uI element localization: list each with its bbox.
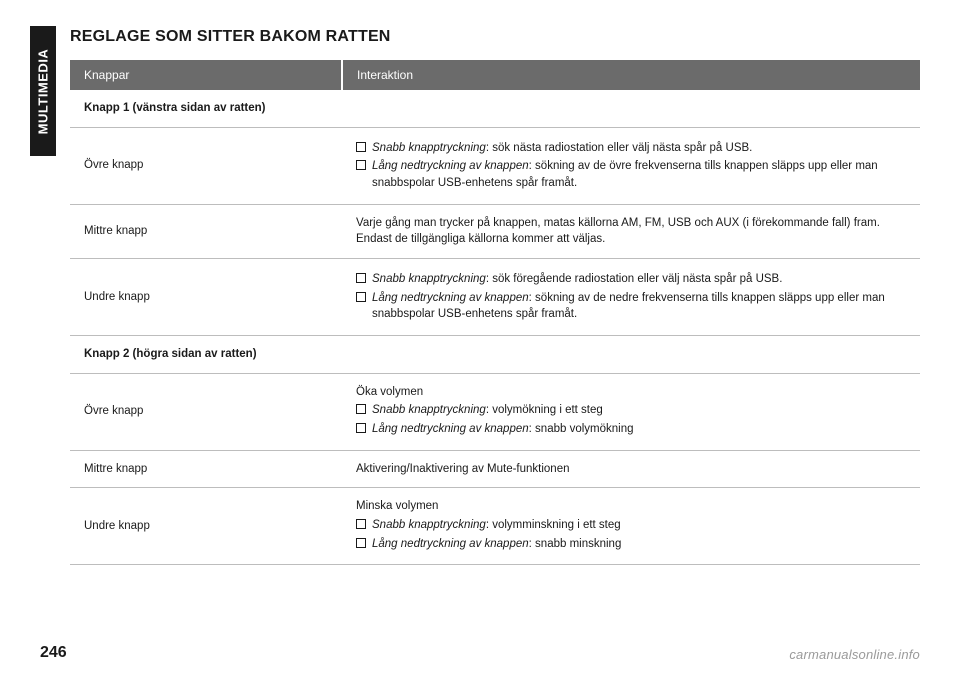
bullet-text: Lång nedtryckning av knappen: snabb mins… <box>372 536 621 553</box>
bullet-line: Lång nedtryckning av knappen: snabb mins… <box>356 536 906 553</box>
interaction-cell: Snabb knapptryckning: sök föregående rad… <box>342 259 920 336</box>
button-name: Mittre knapp <box>70 204 342 258</box>
bullet-line: Snabb knapptryckning: sök nästa radiosta… <box>356 140 906 157</box>
bullet-line: Snabb knapptryckning: sök föregående rad… <box>356 271 906 288</box>
source-site: carmanualsonline.info <box>789 647 920 662</box>
bullet-line: Lång nedtryckning av knappen: sökning av… <box>356 158 906 191</box>
bullet-text: Snabb knapptryckning: sök nästa radiosta… <box>372 140 752 157</box>
interaction-cell: Aktivering/Inaktivering av Mute-funktion… <box>342 450 920 488</box>
bullet-line: Lång nedtryckning av knappen: sökning av… <box>356 290 906 323</box>
square-bullet-icon <box>356 160 366 170</box>
button-name: Undre knapp <box>70 259 342 336</box>
bullet-text: Lång nedtryckning av knappen: sökning av… <box>372 158 906 191</box>
interaction-cell: Snabb knapptryckning: sök nästa radiosta… <box>342 127 920 204</box>
bullet-line: Snabb knapptryckning: volymökning i ett … <box>356 402 906 419</box>
square-bullet-icon <box>356 423 366 433</box>
button-name: Mittre knapp <box>70 450 342 488</box>
header-knappar: Knappar <box>70 60 342 90</box>
table-header-row: Knappar Interaktion <box>70 60 920 90</box>
group-label: Knapp 1 (vänstra sidan av ratten) <box>70 90 920 127</box>
button-name: Undre knapp <box>70 488 342 565</box>
intro-text: Öka volymen <box>356 384 906 401</box>
intro-text: Minska volymen <box>356 498 906 515</box>
square-bullet-icon <box>356 292 366 302</box>
square-bullet-icon <box>356 273 366 283</box>
bullet-text: Snabb knapptryckning: volymminskning i e… <box>372 517 621 534</box>
table-row: Mittre knappVarje gång man trycker på kn… <box>70 204 920 258</box>
bullet-line: Snabb knapptryckning: volymminskning i e… <box>356 517 906 534</box>
page-content: REGLAGE SOM SITTER BAKOM RATTEN Knappar … <box>0 0 960 678</box>
page-number: 246 <box>40 644 67 662</box>
button-name: Övre knapp <box>70 127 342 204</box>
bullet-text: Snabb knapptryckning: volymökning i ett … <box>372 402 603 419</box>
bullet-text: Lång nedtryckning av knappen: sökning av… <box>372 290 906 323</box>
group-label: Knapp 2 (högra sidan av ratten) <box>70 336 920 374</box>
group-header: Knapp 1 (vänstra sidan av ratten) <box>70 90 920 127</box>
bullet-text: Snabb knapptryckning: sök föregående rad… <box>372 271 782 288</box>
interaction-cell: Minska volymen Snabb knapptryckning: voly… <box>342 488 920 565</box>
table-row: Undre knapp Minska volymen Snabb knapptryc… <box>70 488 920 565</box>
interaction-cell: Öka volymenSnabb knapptryckning: volymök… <box>342 373 920 450</box>
button-name: Övre knapp <box>70 373 342 450</box>
square-bullet-icon <box>356 519 366 529</box>
header-interaktion: Interaktion <box>342 60 920 90</box>
controls-table: Knappar Interaktion Knapp 1 (vänstra sid… <box>70 60 920 565</box>
square-bullet-icon <box>356 404 366 414</box>
bullet-text: Lång nedtryckning av knappen: snabb voly… <box>372 421 634 438</box>
interaction-cell: Varje gång man trycker på knappen, matas… <box>342 204 920 258</box>
bullet-line: Lång nedtryckning av knappen: snabb voly… <box>356 421 906 438</box>
page-footer: 246 carmanualsonline.info <box>40 644 920 662</box>
square-bullet-icon <box>356 538 366 548</box>
group-header: Knapp 2 (högra sidan av ratten) <box>70 336 920 374</box>
table-row: Mittre knappAktivering/Inaktivering av M… <box>70 450 920 488</box>
square-bullet-icon <box>356 142 366 152</box>
table-row: Undre knapp Snabb knapptryckning: sök för… <box>70 259 920 336</box>
table-row: Övre knapp Snabb knapptryckning: sök näst… <box>70 127 920 204</box>
page-title: REGLAGE SOM SITTER BAKOM RATTEN <box>70 28 920 46</box>
table-row: Övre knappÖka volymenSnabb knapptrycknin… <box>70 373 920 450</box>
